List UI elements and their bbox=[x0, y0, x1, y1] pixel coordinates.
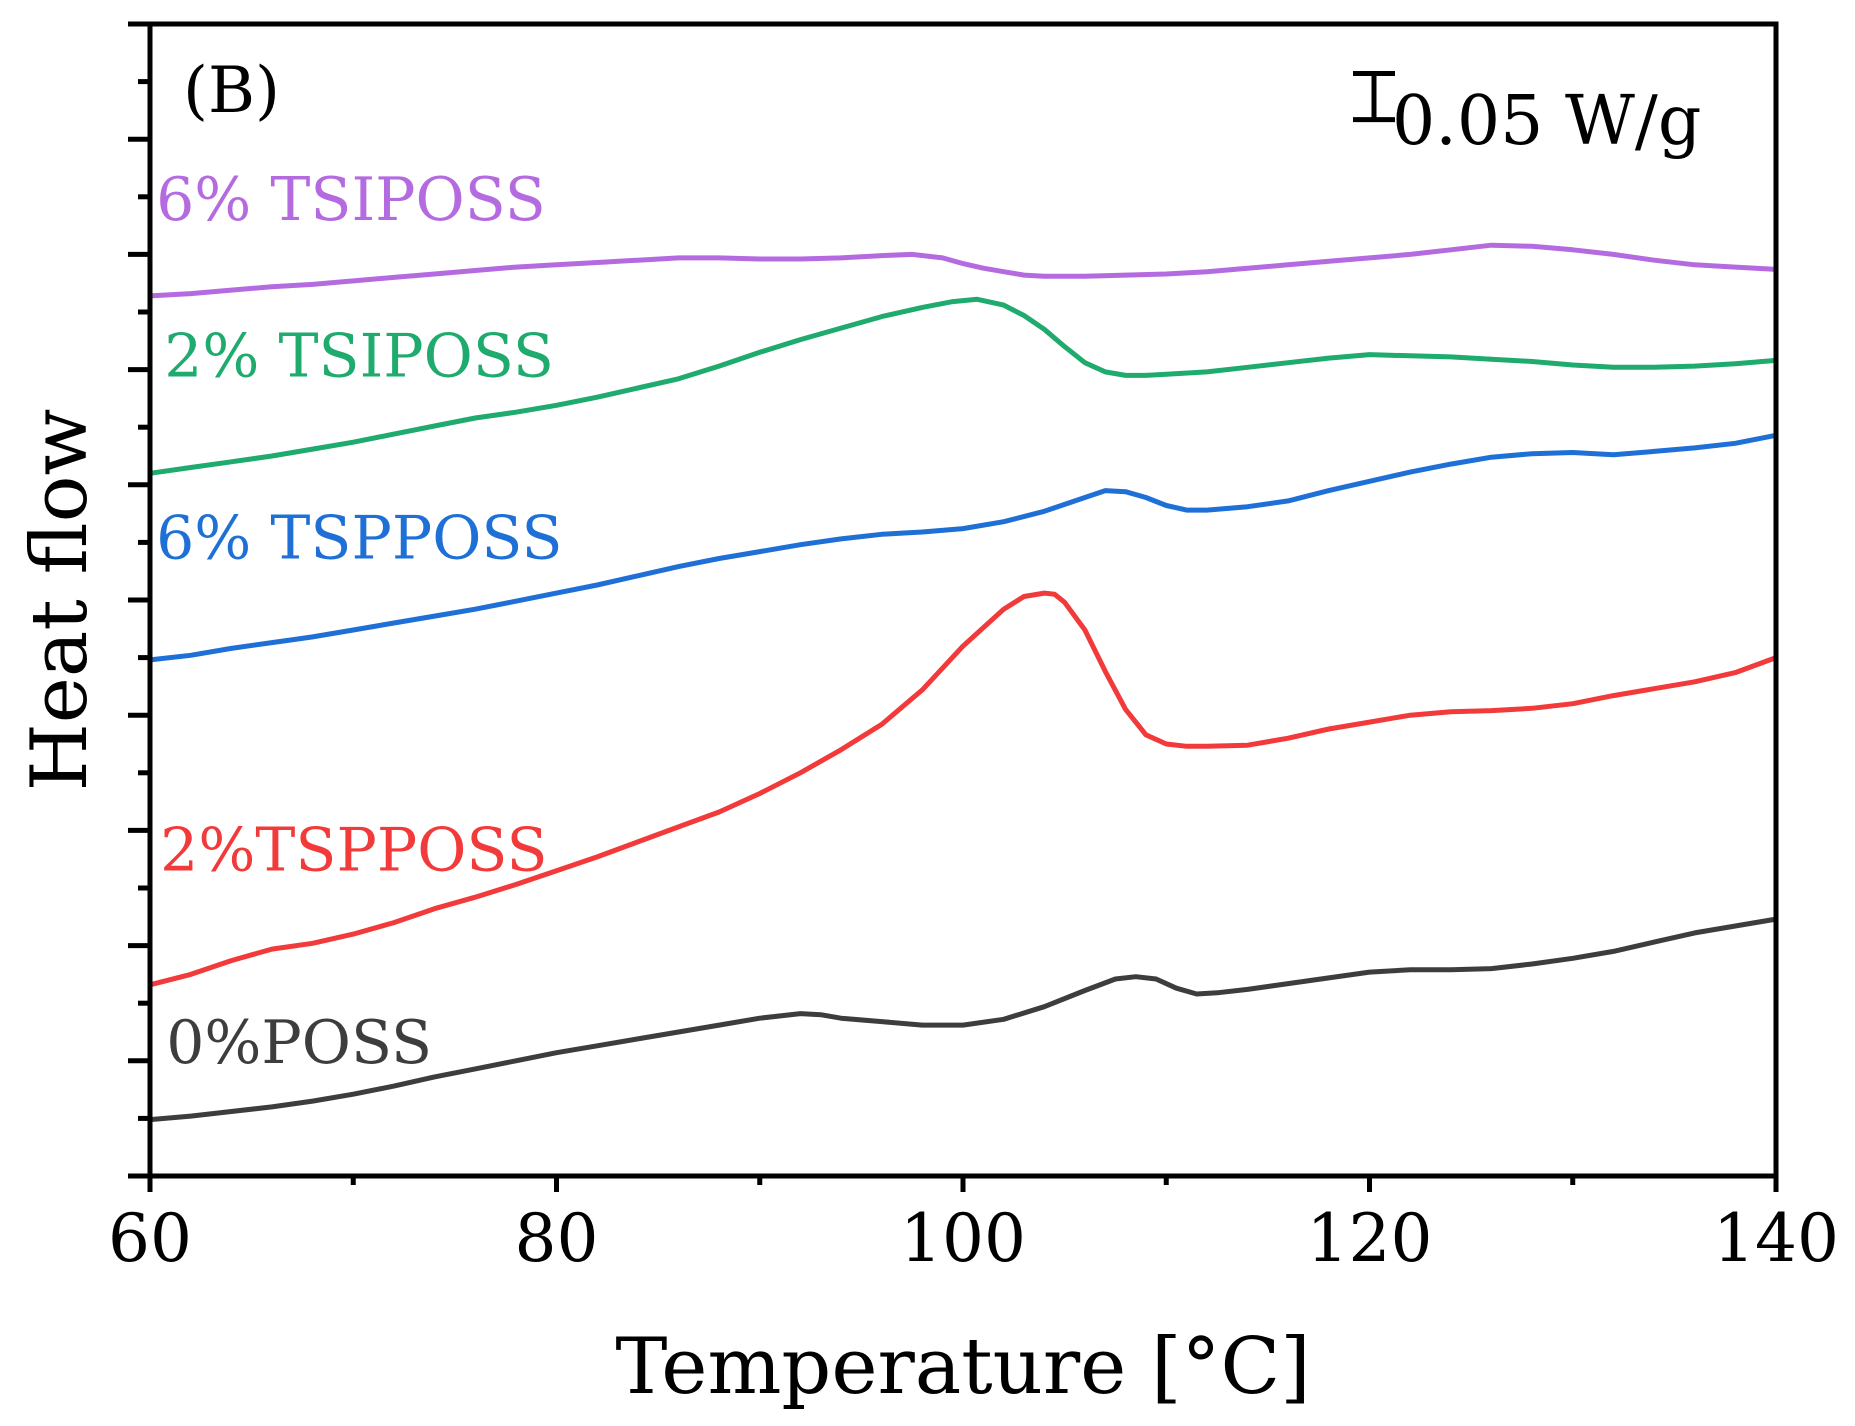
panel-label: (B) bbox=[183, 54, 280, 128]
x-tick-label: 100 bbox=[900, 1200, 1026, 1277]
x-axis-label: Temperature [°C] bbox=[615, 1322, 1310, 1412]
series-line-0 bbox=[147, 242, 1779, 299]
series-line-2 bbox=[147, 432, 1779, 663]
series-label-3: 2%TSPPOSS bbox=[160, 816, 547, 886]
series-label-0: 6% TSIPOSS bbox=[156, 165, 546, 235]
y-axis-label: Heat flow bbox=[15, 409, 105, 792]
series-label-1: 2% TSIPOSS bbox=[164, 322, 554, 392]
series-labels: 6% TSIPOSS 2% TSIPOSS 6% TSPPOSS 2%TSPPOSS 0… bbox=[156, 165, 562, 1078]
series-label-2: 6% TSPPOSS bbox=[156, 504, 562, 574]
scale-bar-label: 0.05 W/g bbox=[1392, 82, 1701, 161]
series-line-4 bbox=[147, 916, 1779, 1123]
series-line-1 bbox=[147, 296, 1779, 476]
series-label-4: 0%POSS bbox=[166, 1008, 432, 1078]
series-line-3 bbox=[147, 590, 1779, 988]
x-tick-label: 80 bbox=[515, 1200, 599, 1277]
scale-bar: 0.05 W/g bbox=[1353, 71, 1701, 161]
axis-ticks: 60 80 100 120 140 bbox=[108, 21, 1839, 1277]
series-group bbox=[147, 242, 1779, 1123]
x-tick-label: 140 bbox=[1713, 1200, 1839, 1277]
x-tick-label: 120 bbox=[1307, 1200, 1433, 1277]
x-tick-label: 60 bbox=[108, 1200, 192, 1277]
